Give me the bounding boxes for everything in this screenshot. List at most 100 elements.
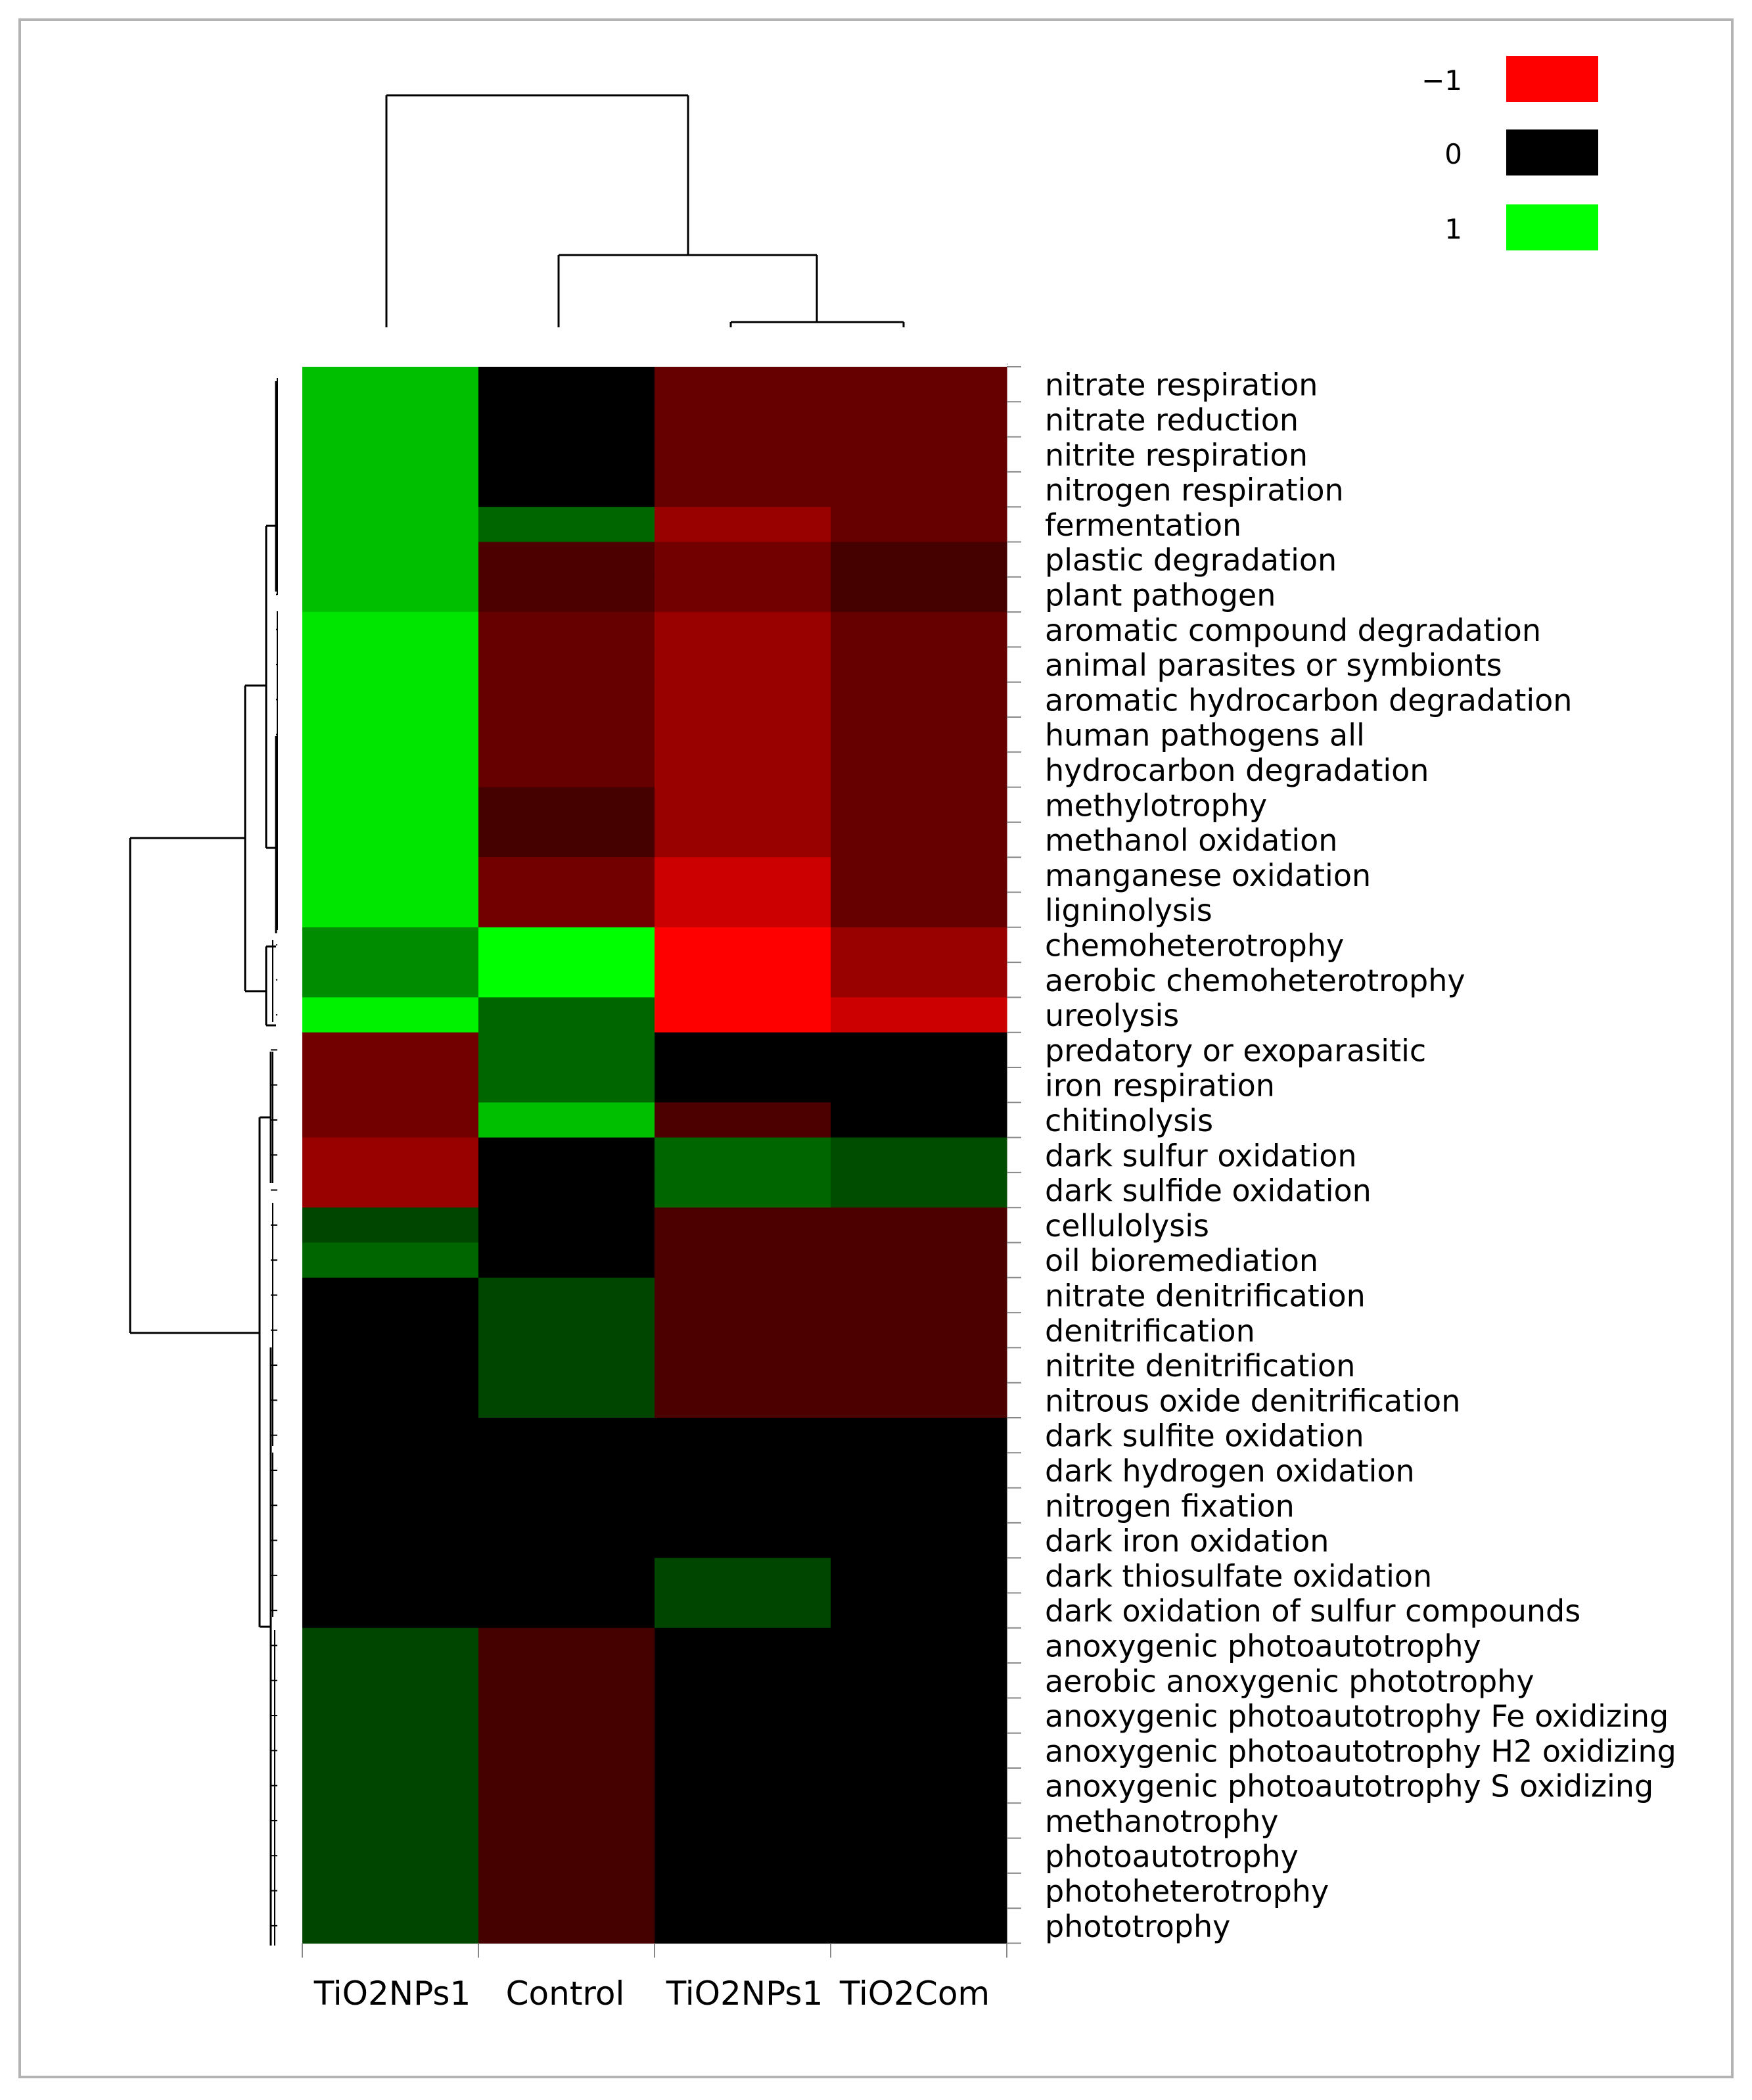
row-label: anoxygenic photoautotrophy Fe oxidizing [1045,1698,1669,1734]
heatmap-cell [655,962,831,998]
heatmap-cell [478,1558,655,1594]
row-label: methylotrophy [1045,787,1267,823]
heatmap-cell [831,1277,1007,1313]
heatmap-cell [655,787,831,823]
heatmap-cell [478,857,655,893]
heatmap-cell [478,1313,655,1348]
heatmap-cell [655,1873,831,1909]
heatmap-cell [478,1067,655,1103]
heatmap-cell [478,1418,655,1453]
heatmap-cell [831,1137,1007,1173]
heatmap-cell [831,1487,1007,1524]
row-label: nitrogen respiration [1045,473,1344,508]
heatmap-cell [655,1733,831,1769]
heatmap-cell [831,822,1007,858]
heatmap-cell [655,1908,831,1944]
row-label: aromatic hydrocarbon degradation [1045,682,1572,718]
heatmap-cell [831,1698,1007,1734]
heatmap-cell [655,1067,831,1103]
heatmap-cell [655,1663,831,1698]
heatmap-cell [831,682,1007,718]
heatmap-cells [302,367,1007,1944]
row-label: hydrocarbon degradation [1045,753,1429,788]
heatmap-cell [302,1137,479,1173]
row-label: denitrification [1045,1313,1255,1349]
heatmap-cell [302,1803,479,1839]
heatmap-cell [302,857,479,893]
heatmap-cell [655,1768,831,1804]
heatmap-cell [655,1838,831,1874]
heatmap-cell [655,1522,831,1558]
heatmap-cell [478,542,655,578]
heatmap-cell [831,1242,1007,1278]
heatmap-cell [302,1032,479,1068]
heatmap-cell [831,1172,1007,1208]
column-label: Control [506,1974,625,2013]
column-labels: TiO2NPs1 Control TiO2NPs1 TiO2Com [302,1943,1007,2013]
heatmap-cell [478,1698,655,1734]
legend-swatch [1506,204,1598,250]
row-label: chemoheterotrophy [1045,927,1344,963]
heatmap-cell [478,892,655,928]
heatmap-cell [302,402,479,438]
heatmap-cell [478,1453,655,1489]
heatmap-cell [302,1207,479,1244]
heatmap-cell [302,752,479,788]
heatmap-cell [655,542,831,578]
heatmap-cell [302,997,479,1033]
heatmap-cell [831,997,1007,1033]
heatmap-cell [302,822,479,858]
heatmap-cell [831,1733,1007,1769]
heatmap-cell [302,1733,479,1769]
heatmap-cell [831,752,1007,788]
row-label: nitrite denitrification [1045,1348,1355,1384]
heatmap-cell [655,367,831,402]
heatmap-cell [478,1172,655,1208]
heatmap-cell [655,1172,831,1208]
heatmap-cell [478,1242,655,1278]
heatmap-cell [302,1558,479,1594]
row-label: nitrate respiration [1045,367,1318,403]
heatmap-cell [478,1102,655,1138]
heatmap-cell [655,471,831,507]
legend-label: −1 [1421,64,1462,97]
row-label: iron respiration [1045,1068,1275,1104]
heatmap-cell [655,1487,831,1524]
heatmap-cell [655,507,831,543]
row-label: plastic degradation [1045,542,1337,578]
heatmap-cell [478,647,655,683]
heatmap-cell [831,1768,1007,1804]
heatmap-cell [831,1627,1007,1664]
row-label: predatory or exoparasitic [1045,1033,1426,1068]
heatmap-cell [478,1347,655,1384]
heatmap-cell [478,962,655,998]
heatmap-cell [478,997,655,1033]
heatmap-cell [478,1908,655,1944]
heatmap-cell [302,647,479,683]
heatmap-cell [831,892,1007,928]
heatmap-cell [831,1803,1007,1839]
row-label: nitrate reduction [1045,402,1299,438]
heatmap-cell [655,1313,831,1348]
heatmap-cell [302,892,479,928]
heatmap-cell [302,1593,479,1629]
heatmap-cell [831,1873,1007,1909]
row-label: plant pathogen [1045,577,1276,613]
heatmap-cell [831,1663,1007,1698]
heatmap-cell [655,892,831,928]
heatmap-cell [655,1382,831,1418]
row-label: ligninolysis [1045,893,1212,928]
heatmap-cell [831,1522,1007,1558]
row-label: photoheterotrophy [1045,1874,1329,1909]
heatmap-cell [302,1453,479,1489]
heatmap-cell [655,1242,831,1278]
heatmap-cell [302,1242,479,1278]
row-label: aerobic chemoheterotrophy [1045,963,1465,998]
row-label: dark sulfide oxidation [1045,1173,1372,1209]
row-label: dark sulfur oxidation [1045,1138,1357,1173]
heatmap-cell [302,1838,479,1874]
heatmap-cell [302,1522,479,1558]
row-label: nitrate denitrification [1045,1278,1366,1313]
